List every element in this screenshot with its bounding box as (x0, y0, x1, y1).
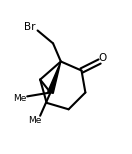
Text: Br: Br (24, 22, 36, 32)
Polygon shape (48, 61, 61, 93)
Text: Me: Me (13, 94, 26, 103)
Text: O: O (98, 53, 106, 63)
Text: Me: Me (28, 116, 42, 126)
